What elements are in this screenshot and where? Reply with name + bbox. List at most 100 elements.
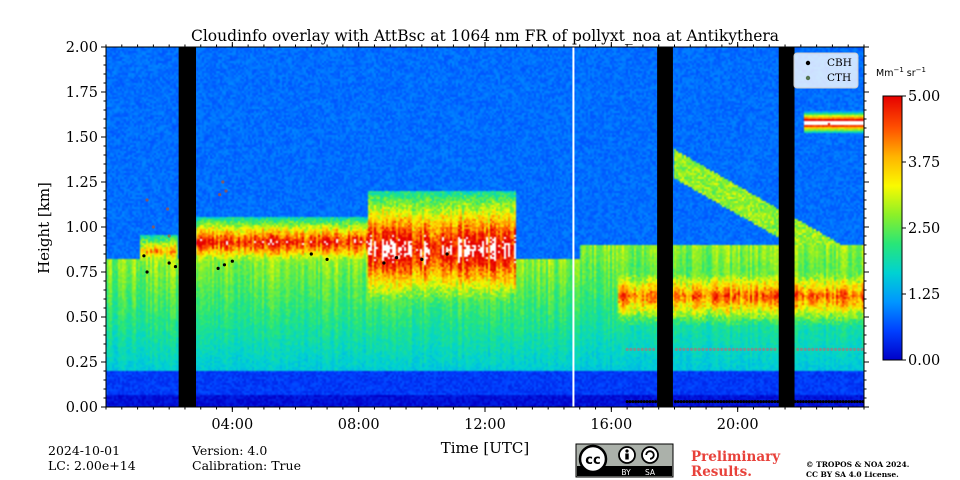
cth-band-point-21 <box>705 347 709 351</box>
cbh-band-point-41 <box>742 400 746 404</box>
legend-label-cth: CTH <box>827 72 851 84</box>
cth-band-point-13 <box>674 347 678 351</box>
cbh-band-point-17 <box>673 400 677 404</box>
colorbar: Mm−1 sr−1 0.00 1.25 2.50 3.75 5.00 <box>876 66 940 369</box>
cbh-band-point-21 <box>685 400 689 404</box>
cbh-band-point-7 <box>645 400 649 404</box>
cbh-band-point-24 <box>693 400 697 404</box>
cbh-band-point-61 <box>799 400 803 404</box>
y-tick-label-7: 1.75 <box>66 85 98 101</box>
cbh-point-9 <box>382 261 386 265</box>
cbh-band-point-42 <box>745 400 749 404</box>
cbh-band-point-20 <box>682 400 686 404</box>
legend-label-cbh: CBH <box>827 57 852 69</box>
cth-band-point-46 <box>799 347 804 351</box>
cth-band-point-29 <box>735 347 739 351</box>
cbh-band-point-80 <box>853 400 857 404</box>
cth-band-point-54 <box>830 347 834 351</box>
cth-band-point-26 <box>724 347 728 351</box>
cbh-band-point-10 <box>654 400 658 404</box>
cbh-band-point-5 <box>639 400 643 404</box>
cbh-band-point-43 <box>747 400 751 404</box>
cth-band-point-59 <box>849 347 853 351</box>
colorbar-ticks: 0.00 1.25 2.50 3.75 5.00 <box>902 89 940 369</box>
cbh-band-point-53 <box>776 400 780 404</box>
cbh-point-12 <box>445 252 449 256</box>
cbh-band-point-3 <box>634 400 638 404</box>
cth-band-point-49 <box>811 347 815 351</box>
cbh-band-point-63 <box>804 400 808 404</box>
cbh-point-7 <box>309 252 313 256</box>
cth-band-point-19 <box>697 347 701 351</box>
cth-band-point-62 <box>860 347 864 351</box>
y-tick-label-8: 2.00 <box>66 40 98 56</box>
no-data-column-1 <box>657 47 673 407</box>
x-axis-label: Time [UTC] <box>441 439 530 457</box>
cbh-band-point-65 <box>810 400 814 404</box>
cth-band-point-1 <box>629 347 633 351</box>
cbh-point-6 <box>230 259 234 263</box>
cbh-band-point-6 <box>642 400 646 404</box>
cbh-band-point-23 <box>691 400 695 404</box>
cc-by-label: BY <box>621 468 631 477</box>
cbh-band-point-31 <box>713 400 717 404</box>
cth-point-2 <box>165 207 170 211</box>
cth-band-point-45 <box>796 347 800 351</box>
backscatter-raster <box>106 47 864 407</box>
cbh-band-point-50 <box>767 400 771 404</box>
cbh-band-point-46 <box>756 400 760 404</box>
cth-band-point-32 <box>746 347 751 351</box>
preliminary-results-line2: Results. <box>691 464 752 480</box>
legend: CBH CTH <box>793 52 859 89</box>
x-tick-label-3: 16:00 <box>590 417 632 433</box>
cbh-band-point-71 <box>827 400 831 404</box>
cth-band-point-20 <box>701 347 705 351</box>
footer-date: 2024-10-01 <box>48 443 120 458</box>
no-data-column-2 <box>778 47 795 407</box>
cth-band-point-23 <box>712 347 716 351</box>
cc-sa-label: SA <box>645 468 656 477</box>
cth-band-point-17 <box>689 347 694 351</box>
preliminary-results-line1: Preliminary <box>691 449 781 465</box>
cbh-band-point-68 <box>818 400 822 404</box>
cbh-band-point-25 <box>696 400 700 404</box>
cth-band-point-6 <box>648 347 652 351</box>
cc-badge-lower-strip <box>577 466 672 476</box>
cbh-band-point-35 <box>725 400 729 404</box>
colorbar-tick-label-1: 1.25 <box>908 287 940 303</box>
y-tick-label-5: 1.25 <box>66 175 98 191</box>
cth-band-point-0 <box>625 347 629 351</box>
cth-band-point-14 <box>678 347 682 351</box>
cbh-band-point-67 <box>816 400 820 404</box>
x-tick-label-4: 20:00 <box>717 417 759 433</box>
cth-band-point-60 <box>852 347 857 351</box>
cbh-band-point-64 <box>807 400 811 404</box>
cth-band-point-56 <box>837 347 841 351</box>
cth-point-3 <box>167 234 171 238</box>
cth-band-point-31 <box>743 347 747 351</box>
cbh-band-point-19 <box>679 400 683 404</box>
cth-band-point-35 <box>758 347 762 351</box>
cbh-point-10 <box>394 256 399 260</box>
cbh-band-point-30 <box>710 400 714 404</box>
cth-band-point-28 <box>731 347 735 351</box>
y-tick-label-2: 0.50 <box>66 310 98 326</box>
cth-band-point-57 <box>841 347 845 351</box>
cbh-band-point-40 <box>739 400 743 404</box>
cbh-band-point-66 <box>813 400 817 404</box>
cth-band-point-37 <box>765 347 769 351</box>
cth-band-point-47 <box>803 347 807 351</box>
colorbar-tick-label-3: 3.75 <box>908 155 940 171</box>
cbh-band-point-39 <box>736 400 740 404</box>
cbh-band-point-2 <box>631 400 635 404</box>
no-data-column-0 <box>178 47 197 407</box>
cbh-band-point-34 <box>722 400 726 404</box>
cbh-point-2 <box>167 261 171 265</box>
footer-version: Version: 4.0 <box>191 443 267 458</box>
footer-calibration: Calibration: True <box>192 458 301 473</box>
y-tick-label-4: 1.00 <box>66 220 98 236</box>
footer-lc: LC: 2.00e+14 <box>48 458 136 473</box>
cth-band-point-39 <box>773 347 777 351</box>
cbh-band-point-44 <box>750 400 754 404</box>
